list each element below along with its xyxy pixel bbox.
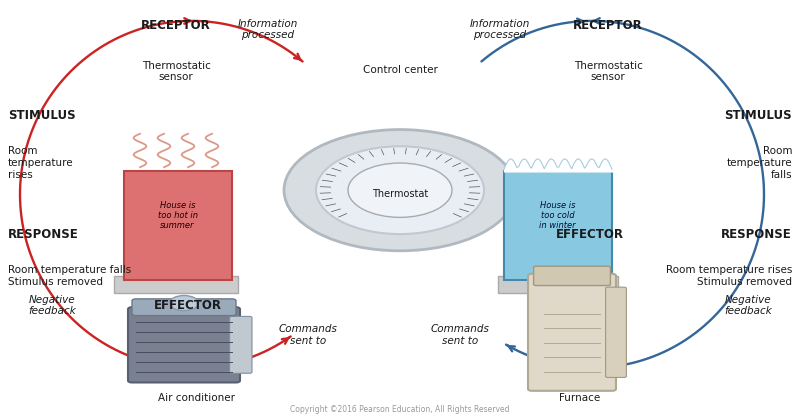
Text: RESPONSE: RESPONSE [722,228,792,241]
Text: RESPONSE: RESPONSE [8,228,78,241]
Text: Air conditioner: Air conditioner [158,393,234,403]
Text: House is
too cold
in winter: House is too cold in winter [539,201,576,230]
FancyBboxPatch shape [534,266,610,285]
Circle shape [316,146,484,234]
Text: Room
temperature
rises: Room temperature rises [8,146,74,179]
Text: RECEPTOR: RECEPTOR [141,19,211,32]
Circle shape [284,130,516,251]
Text: Information
processed: Information processed [238,19,298,41]
Circle shape [348,163,452,217]
Text: Thermostatic
sensor: Thermostatic sensor [142,61,210,82]
Text: RECEPTOR: RECEPTOR [573,19,643,32]
FancyBboxPatch shape [230,316,252,373]
Text: Commands
sent to: Commands sent to [278,324,338,346]
Text: Furnace: Furnace [559,393,601,403]
FancyBboxPatch shape [132,299,236,316]
Text: Room temperature rises
Stimulus removed: Room temperature rises Stimulus removed [666,265,792,287]
Text: Negative
feedback: Negative feedback [724,295,772,316]
Text: Thermostatic
sensor: Thermostatic sensor [574,61,642,82]
Text: Copyright ©2016 Pearson Education, All Rights Reserved: Copyright ©2016 Pearson Education, All R… [290,405,510,414]
Text: Information
processed: Information processed [470,19,530,41]
Text: EFFECTOR: EFFECTOR [556,228,624,241]
FancyBboxPatch shape [498,276,618,293]
FancyBboxPatch shape [606,287,626,377]
Text: Control center: Control center [362,65,438,75]
Text: STIMULUS: STIMULUS [724,109,792,122]
Text: House is
too hot in
summer: House is too hot in summer [158,201,198,230]
Text: Commands
sent to: Commands sent to [430,324,490,346]
FancyBboxPatch shape [504,171,612,280]
Text: Room temperature falls
Stimulus removed: Room temperature falls Stimulus removed [8,265,131,287]
Text: EFFECTOR: EFFECTOR [154,299,222,312]
FancyBboxPatch shape [528,274,616,391]
Text: STIMULUS: STIMULUS [8,109,76,122]
FancyBboxPatch shape [128,307,240,382]
FancyBboxPatch shape [124,171,232,280]
Text: Thermostat: Thermostat [372,189,428,199]
FancyBboxPatch shape [114,276,238,293]
Circle shape [170,296,198,311]
Text: Negative
feedback: Negative feedback [28,295,76,316]
Text: Room
temperature
falls: Room temperature falls [726,146,792,179]
